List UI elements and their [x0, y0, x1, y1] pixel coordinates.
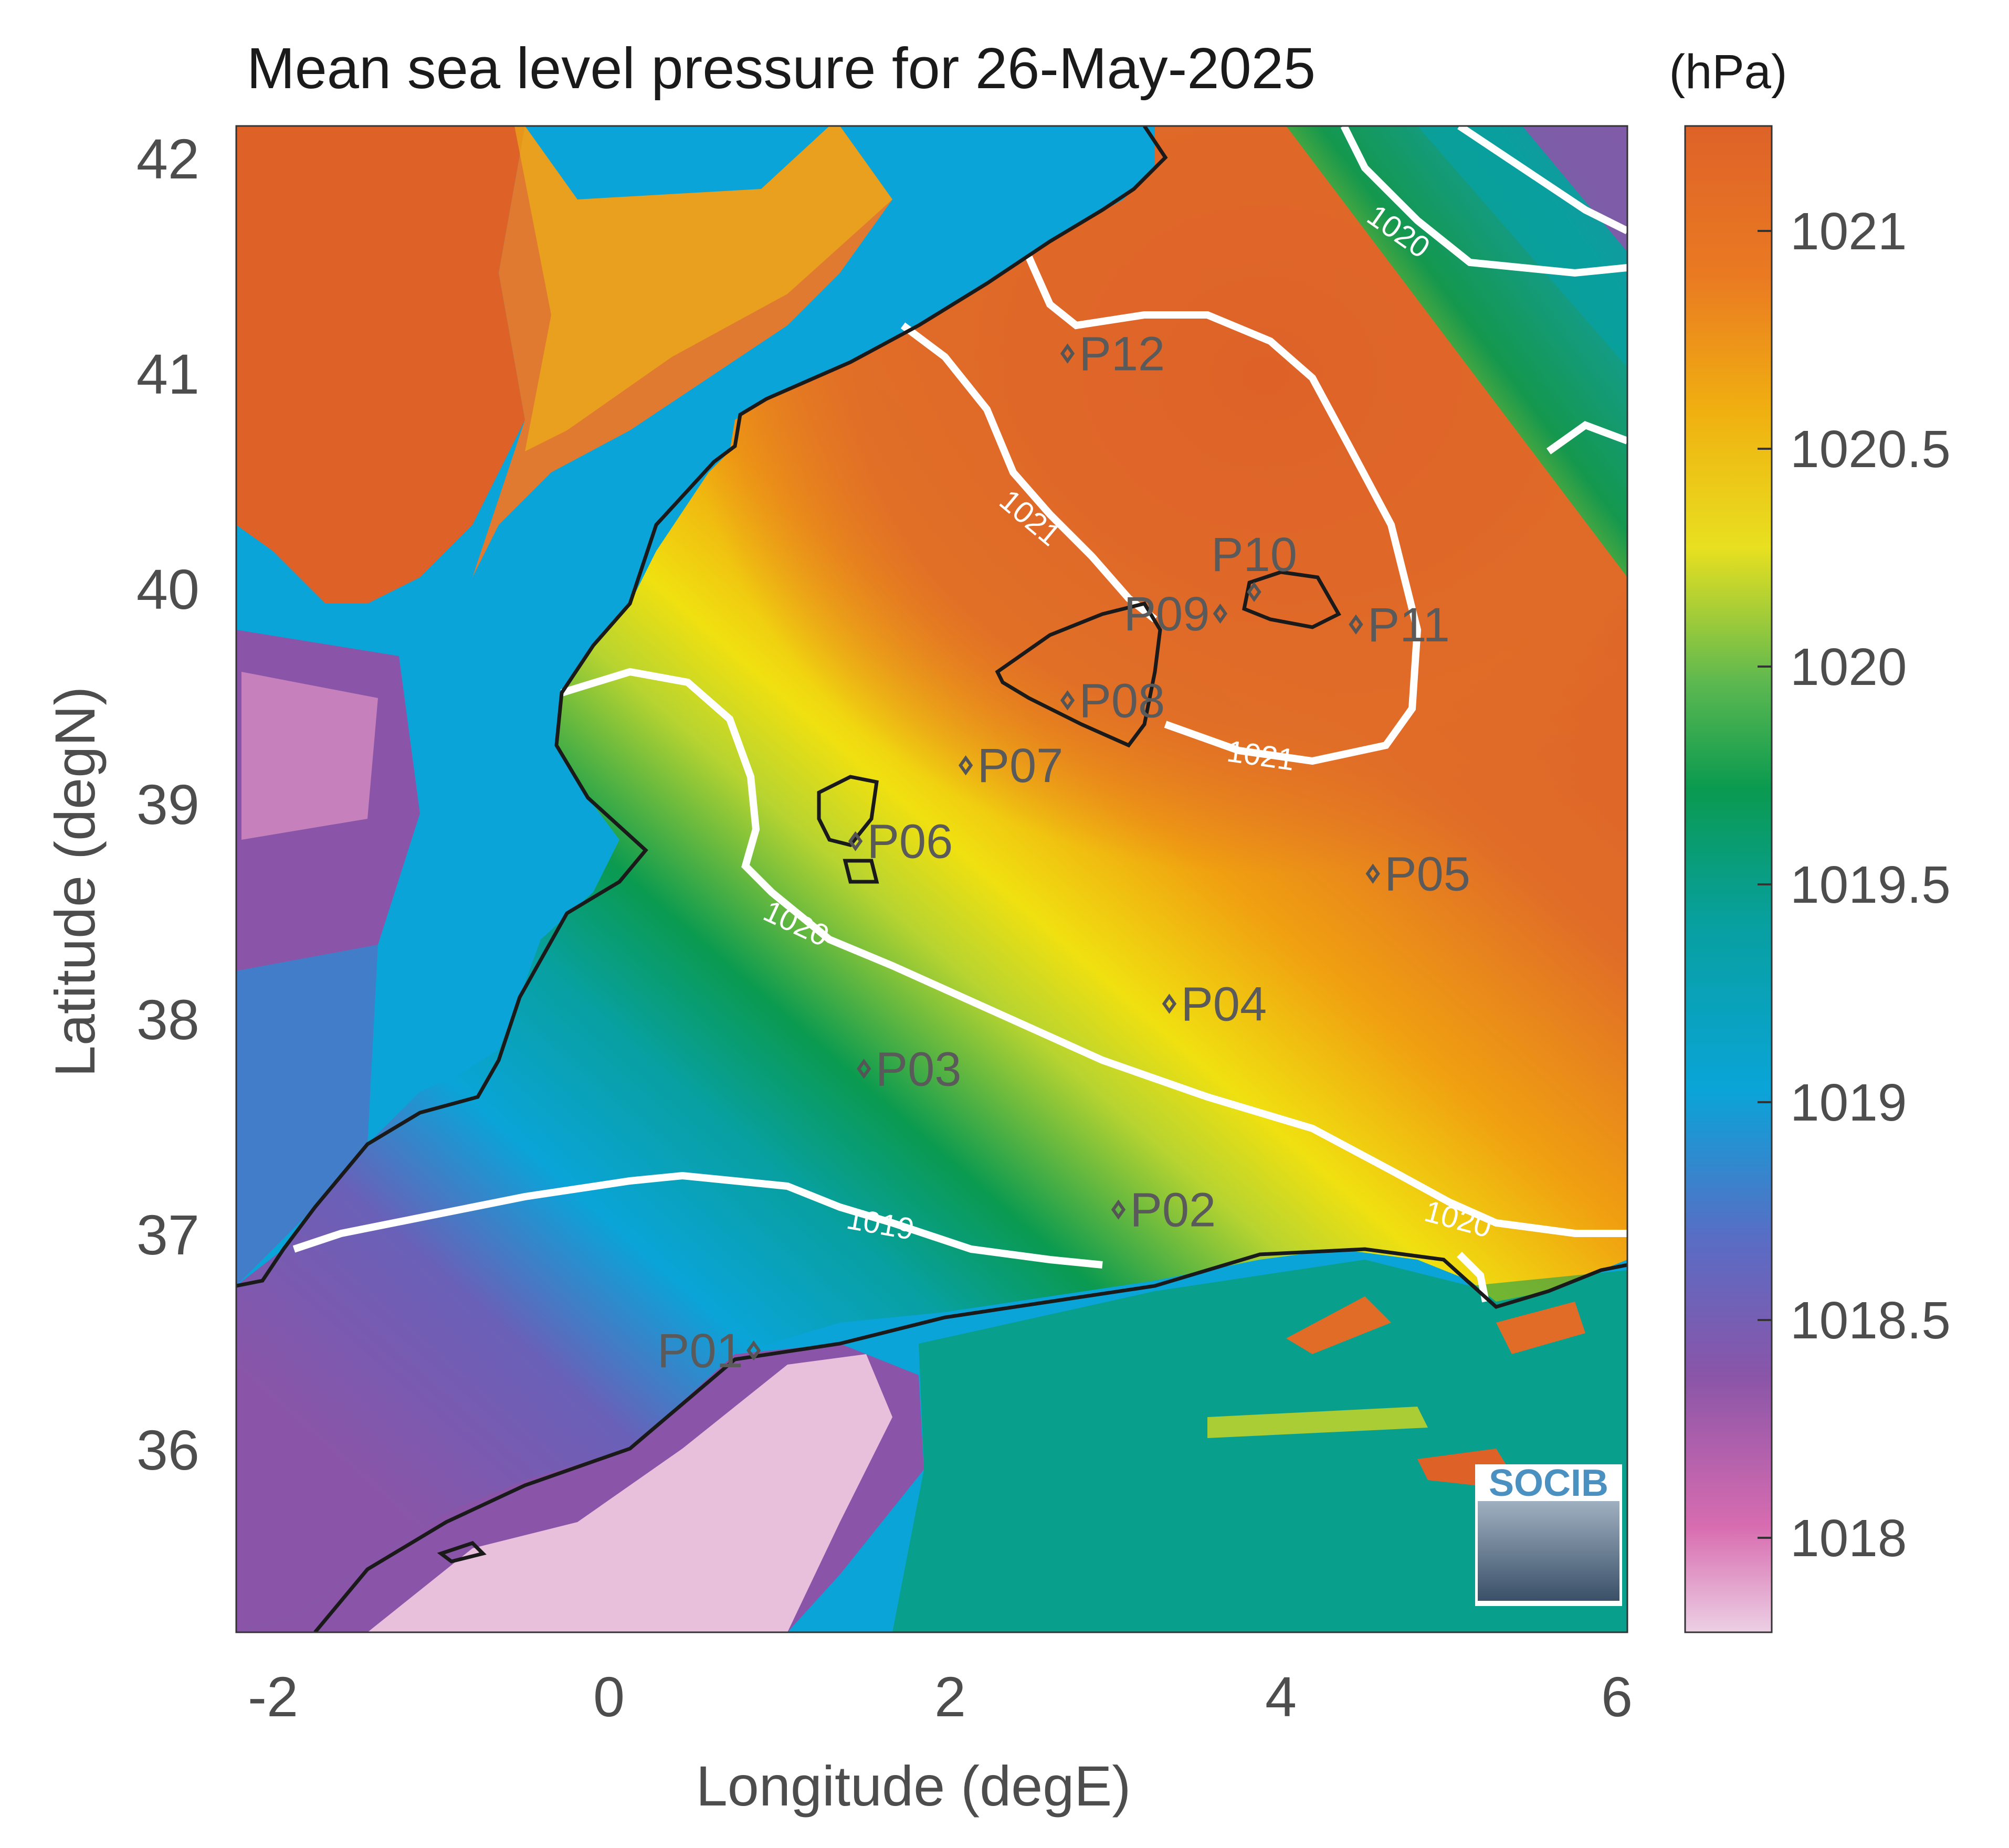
colorbar-frame — [1684, 125, 1773, 1633]
colorbar-tick-label: 1018.5 — [1790, 1291, 1951, 1350]
ibiza-coastline — [817, 775, 879, 847]
station-marker — [1365, 863, 1380, 884]
station-label: P07 — [977, 739, 1064, 793]
y-tick-label: 38 — [136, 988, 199, 1051]
mallorca-coastline — [995, 601, 1162, 748]
station-marker — [1162, 994, 1177, 1014]
colorbar-tick-label: 1019 — [1790, 1073, 1907, 1132]
y-tick-label: 37 — [136, 1203, 199, 1266]
x-tick-label: 4 — [1265, 1665, 1297, 1728]
colorbar-tick-label: 1020.5 — [1790, 420, 1951, 479]
station-marker — [1060, 343, 1075, 364]
y-tick-label: 36 — [136, 1418, 199, 1482]
station-marker — [848, 831, 863, 851]
x-axis-label: Longitude (degE) — [696, 1754, 1131, 1818]
plot-frame — [235, 125, 1628, 1633]
station-label: P12 — [1079, 328, 1165, 381]
y-tick-label: 40 — [136, 557, 199, 621]
isobar-1019 — [292, 1171, 1103, 1269]
isobar-1021-main — [1025, 256, 1422, 765]
high-pressure-core — [630, 126, 1627, 1023]
menorca-coastline — [1242, 570, 1341, 629]
station-label: P09 — [1124, 587, 1210, 641]
station-marker — [1111, 1199, 1126, 1220]
y-axis-label: Latitude (degN) — [43, 687, 107, 1077]
chart-title: Mean sea level pressure for 26-May-2025 — [247, 36, 1316, 101]
station-marker — [746, 1340, 761, 1361]
station-marker — [1213, 603, 1228, 624]
station-marker — [1349, 614, 1363, 635]
colorbar-tick-label: 1021 — [1790, 202, 1907, 261]
colorbar-unit: (hPa) — [1669, 45, 1787, 99]
station-marker — [1060, 690, 1075, 711]
x-tick-labels: -2 0 2 4 6 — [248, 1665, 1633, 1728]
x-tick-label: 6 — [1601, 1665, 1633, 1728]
station-label: P08 — [1079, 674, 1165, 727]
colorbar-tick-label: 1019.5 — [1790, 856, 1951, 914]
isobar-1020-south — [560, 668, 1627, 1237]
map-plot-area: 1021 1021 1020 1020 1020 1019 P01P02P03P… — [236, 126, 1627, 1632]
colorbar-tick-label: 1018 — [1790, 1509, 1907, 1568]
colorbar-gradient — [1685, 126, 1772, 1632]
station-label: P04 — [1181, 977, 1267, 1031]
socib-logo: SOCIB — [1475, 1462, 1622, 1606]
station-marker — [857, 1059, 871, 1079]
x-tick-label: 0 — [593, 1665, 625, 1728]
isobar-contours — [292, 126, 1627, 1303]
station-label: P01 — [657, 1324, 743, 1378]
coastlines — [236, 126, 1627, 1632]
station-label: P02 — [1130, 1184, 1216, 1237]
station-marker — [958, 755, 973, 776]
y-tick-labels: 42 41 40 39 38 37 36 — [136, 127, 199, 1482]
station-marker — [1247, 582, 1261, 603]
y-tick-label: 41 — [136, 342, 199, 406]
colorbar-tick-labels: 1021 1020.5 1020 1019.5 1019 1018.5 1018 — [1790, 202, 1951, 1568]
socib-logo-text: SOCIB — [1489, 1462, 1608, 1504]
x-tick-label: -2 — [248, 1665, 298, 1728]
x-tick-label: 2 — [934, 1665, 966, 1728]
colorbar-tick-label: 1020 — [1790, 638, 1907, 696]
station-label: P05 — [1384, 848, 1470, 901]
station-label: P06 — [867, 815, 953, 869]
africa-coastline — [313, 1247, 1627, 1632]
station-label: P10 — [1211, 528, 1297, 582]
iberia-coastline — [236, 126, 1168, 1288]
isobar-1020-north — [1340, 126, 1627, 277]
y-tick-label: 42 — [136, 127, 199, 191]
station-label: P11 — [1368, 598, 1450, 652]
station-label: P03 — [876, 1042, 962, 1096]
y-tick-label: 39 — [136, 773, 199, 836]
colorbar-ticks — [1758, 230, 1772, 1539]
colorbar: (hPa) 1021 1020.5 1020 1019.5 1019 1018.… — [1669, 45, 1951, 1633]
